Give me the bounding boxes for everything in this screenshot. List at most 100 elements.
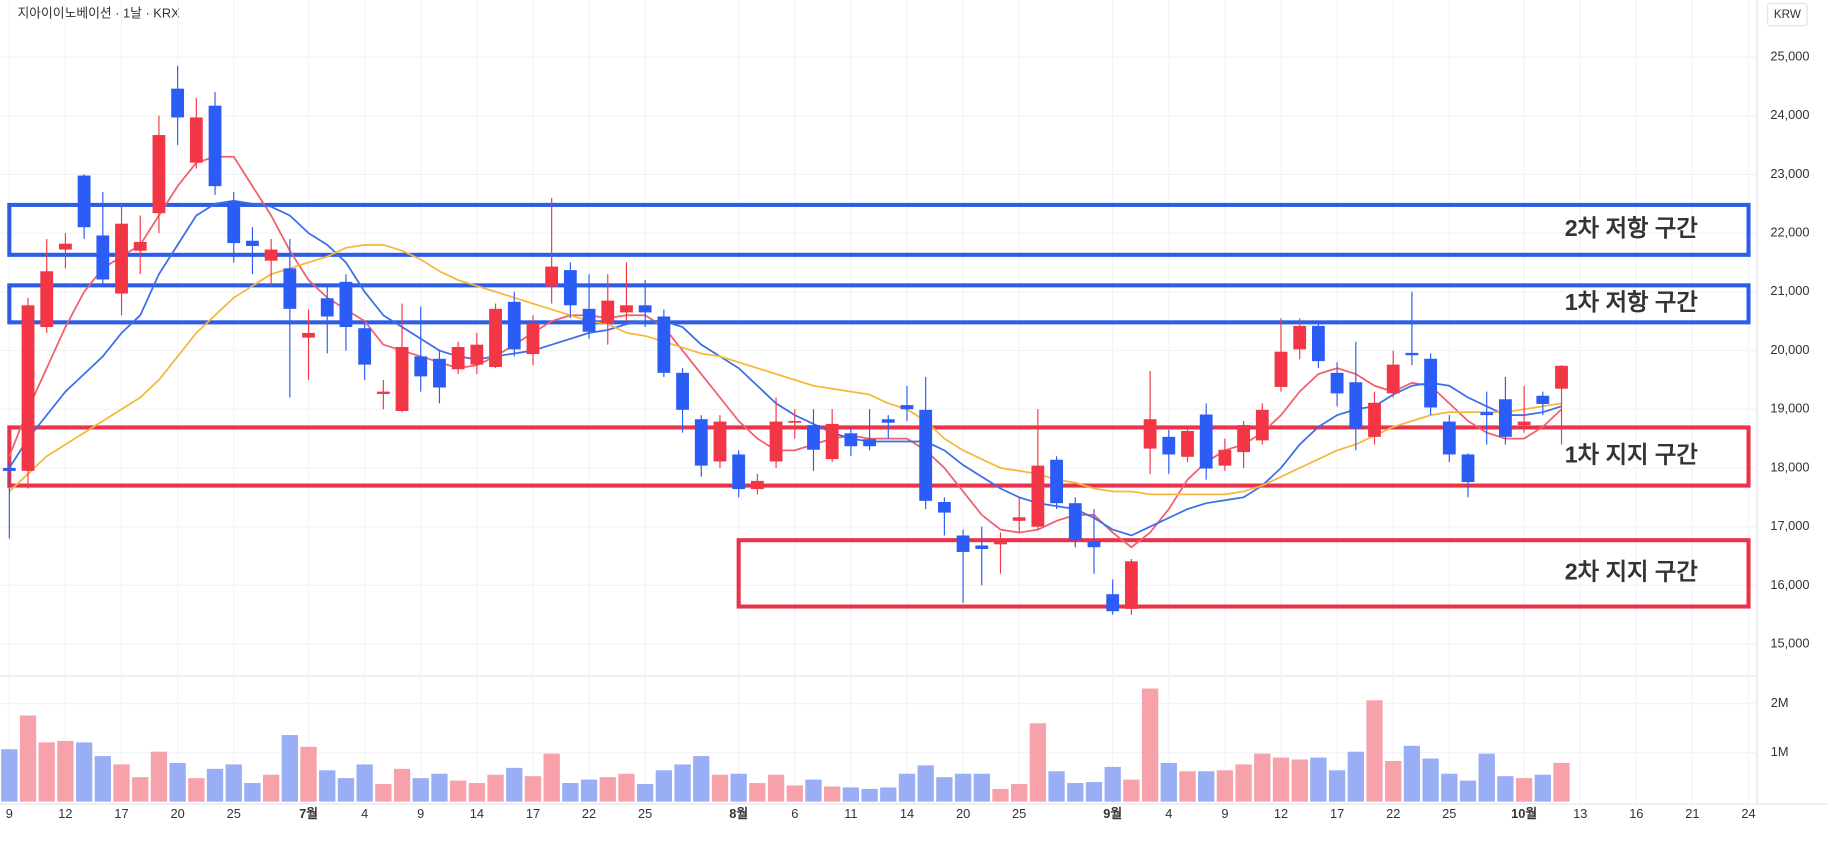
x-tick-label: 25 bbox=[1012, 806, 1026, 821]
volume-bar bbox=[57, 740, 74, 802]
volume-bar bbox=[506, 767, 523, 802]
candle-body bbox=[302, 332, 315, 338]
volume-bar bbox=[1385, 760, 1402, 802]
volume-bar bbox=[1048, 771, 1065, 802]
volume-bar bbox=[543, 753, 560, 802]
candle-body bbox=[1517, 421, 1531, 426]
currency-label[interactable]: KRW bbox=[1774, 8, 1801, 21]
candle-body bbox=[115, 223, 128, 294]
volume-bar bbox=[244, 783, 261, 802]
volume-bar bbox=[1085, 782, 1103, 802]
y-tick-label: 20,000 bbox=[1770, 342, 1809, 357]
volume-bar bbox=[449, 780, 467, 802]
volume-bar bbox=[206, 768, 224, 802]
volume-bar bbox=[1179, 771, 1196, 802]
volume-pane bbox=[1, 688, 1570, 802]
volume-bar bbox=[1123, 779, 1140, 802]
candle-body bbox=[545, 266, 559, 287]
volume-bar bbox=[1272, 757, 1290, 802]
candle-body bbox=[1330, 372, 1344, 394]
volume-bar bbox=[599, 777, 616, 802]
volume-bar bbox=[1310, 757, 1327, 802]
x-tick-label: 22 bbox=[582, 806, 596, 821]
y-tick-label: 17,000 bbox=[1770, 518, 1809, 533]
volume-bar bbox=[562, 783, 579, 802]
x-tick-label: 4 bbox=[361, 806, 368, 821]
candle-body bbox=[433, 358, 446, 388]
volume-bar bbox=[1291, 759, 1308, 802]
candle-body bbox=[414, 356, 428, 377]
candle-body bbox=[1293, 325, 1307, 350]
candle-body bbox=[189, 117, 203, 163]
grid bbox=[0, 0, 1758, 804]
x-tick-label: 25 bbox=[227, 806, 241, 821]
candle-body bbox=[339, 281, 353, 328]
candle-body bbox=[1106, 594, 1120, 612]
x-tick-label: 14 bbox=[470, 806, 484, 821]
volume-bar bbox=[1515, 778, 1533, 802]
zone-box bbox=[7, 425, 1751, 488]
volume-bar bbox=[655, 770, 673, 802]
candle-body bbox=[1031, 465, 1045, 527]
candle-body bbox=[208, 105, 222, 187]
x-tick-label: 24 bbox=[1741, 806, 1755, 821]
moving-average-line bbox=[8, 199, 1562, 537]
volume-bar bbox=[637, 784, 654, 802]
volume-bar bbox=[711, 774, 729, 802]
candle-body bbox=[657, 316, 671, 373]
volume-tick-label: 2M bbox=[1771, 695, 1789, 710]
candle-body bbox=[1386, 364, 1400, 394]
x-tick-label: 11 bbox=[844, 806, 857, 821]
candle-body bbox=[676, 372, 689, 410]
x-tick-label: 9월 bbox=[1103, 806, 1122, 821]
candles bbox=[2, 65, 1568, 615]
zones bbox=[7, 202, 1751, 609]
candle-body bbox=[1405, 352, 1419, 356]
candle-body bbox=[1424, 358, 1438, 408]
candle-body bbox=[1012, 517, 1026, 521]
volume-bar bbox=[1347, 751, 1364, 802]
x-tick-label: 9 bbox=[6, 806, 13, 821]
volume-bar bbox=[1497, 776, 1514, 802]
currency-button[interactable] bbox=[1766, 2, 1808, 27]
volume-bar bbox=[300, 746, 317, 802]
candle-body bbox=[563, 270, 577, 306]
volume-bar bbox=[861, 788, 878, 802]
volume-bar bbox=[1067, 783, 1084, 802]
candle-body bbox=[77, 175, 91, 228]
candle-body bbox=[1480, 412, 1494, 416]
volume-bar bbox=[1328, 770, 1346, 802]
volume-bar bbox=[1235, 764, 1252, 802]
candle-body bbox=[582, 308, 596, 332]
chart-title: 지아이이노베이션 · 1날 · KRX bbox=[17, 5, 180, 20]
candle-body bbox=[1143, 419, 1157, 449]
candle-body bbox=[1181, 430, 1194, 457]
candle-body bbox=[1461, 454, 1475, 483]
volume-bar bbox=[1553, 762, 1570, 802]
volume-bar bbox=[880, 787, 897, 802]
volume-bar bbox=[730, 773, 747, 802]
volume-bar bbox=[618, 773, 635, 802]
volume-bar bbox=[524, 776, 542, 802]
volume-bar bbox=[580, 779, 598, 802]
volume-bar bbox=[94, 756, 111, 802]
x-tick-label: 25 bbox=[638, 806, 652, 821]
volume-bar bbox=[898, 773, 916, 802]
y-tick-label: 15,000 bbox=[1770, 636, 1809, 651]
volume-bar bbox=[1216, 770, 1234, 802]
candle-body bbox=[732, 454, 746, 490]
x-tick-label: 12 bbox=[1274, 806, 1288, 821]
zone-box bbox=[7, 283, 1751, 325]
y-tick-label: 16,000 bbox=[1770, 577, 1809, 592]
volume-bar bbox=[468, 783, 486, 802]
candle-body bbox=[844, 433, 858, 447]
x-tick-label: 10월 bbox=[1511, 806, 1537, 821]
candle-body bbox=[937, 502, 951, 513]
candle-body bbox=[1349, 382, 1363, 429]
candle-body bbox=[1311, 325, 1325, 362]
candle-body bbox=[470, 344, 484, 365]
volume-bar bbox=[375, 784, 392, 802]
candle-body bbox=[2, 467, 16, 471]
candle-body bbox=[881, 419, 895, 423]
